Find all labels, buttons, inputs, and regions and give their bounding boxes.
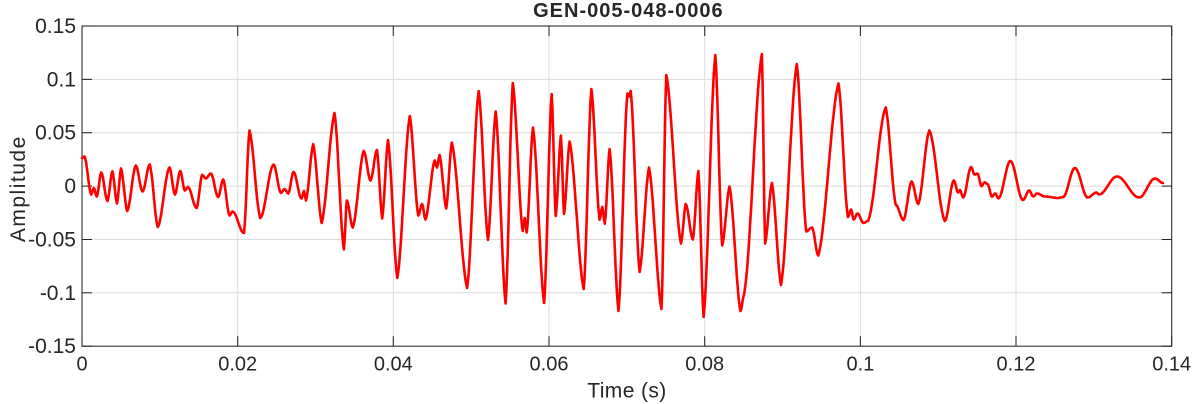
svg-text:0.1: 0.1 (846, 354, 874, 376)
svg-text:0: 0 (64, 175, 76, 198)
svg-text:0.12: 0.12 (997, 354, 1036, 376)
svg-text:0.04: 0.04 (374, 354, 413, 376)
svg-text:0.02: 0.02 (218, 354, 257, 376)
svg-text:0.14: 0.14 (1152, 354, 1191, 376)
svg-text:0.05: 0.05 (35, 122, 76, 145)
svg-text:GEN-005-048-0006: GEN-005-048-0006 (533, 0, 724, 22)
svg-text:-0.1: -0.1 (40, 282, 76, 305)
svg-text:-0.05: -0.05 (28, 229, 76, 252)
svg-text:-0.15: -0.15 (28, 335, 76, 358)
svg-text:0.15: 0.15 (35, 15, 76, 38)
svg-text:0.06: 0.06 (530, 354, 569, 376)
svg-text:0.08: 0.08 (685, 354, 724, 376)
svg-text:Time (s): Time (s) (587, 380, 666, 403)
svg-text:0: 0 (76, 354, 87, 376)
svg-text:0.1: 0.1 (47, 68, 76, 91)
svg-text:Amplitude: Amplitude (7, 135, 30, 242)
